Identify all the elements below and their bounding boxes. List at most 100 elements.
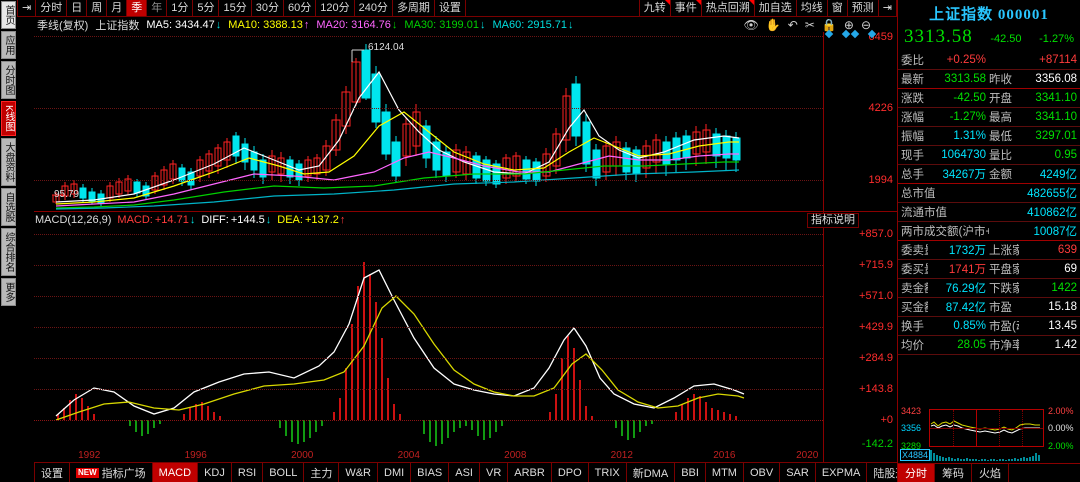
indicator-explain-button[interactable]: 指标说明 <box>807 213 859 228</box>
quote-last-price: 3313.58 <box>904 26 973 47</box>
indicator-new-dma[interactable]: 新DMA <box>627 463 676 482</box>
xtick-2020: 2020 <box>796 450 819 461</box>
index-name-label: 上证指数 <box>95 19 140 32</box>
indicator-asi[interactable]: ASI <box>449 463 480 482</box>
period-5min[interactable]: 5分 <box>193 0 220 16</box>
tab-chouma[interactable]: 筹码 <box>935 464 972 482</box>
period-120min[interactable]: 120分 <box>316 0 355 16</box>
xtick-1992: 1992 <box>78 450 101 461</box>
indicator-sar[interactable]: SAR <box>780 463 816 482</box>
quote-name: 上证指数 <box>929 7 994 23</box>
indicator-dmi[interactable]: DMI <box>378 463 412 482</box>
price-tick-4226: 4226 <box>868 102 893 114</box>
indicator-wr[interactable]: W&R <box>339 463 378 482</box>
ma10-label: MA10: <box>228 18 261 31</box>
indicator-bias[interactable]: BIAS <box>411 463 450 482</box>
sidebar-item-apps[interactable]: 应用 <box>1 31 16 59</box>
period-toolbar: ⇥ 分时 日 周 月 季 年 1分 5分 15分 30分 60分 120分 24… <box>17 0 897 17</box>
collapse-left-icon[interactable]: ⇥ <box>17 0 37 16</box>
period-settings[interactable]: 设置 <box>435 0 466 16</box>
period-240min[interactable]: 240分 <box>355 0 393 16</box>
indicator-mtm[interactable]: MTM <box>706 463 744 482</box>
new-badge: NEW <box>76 467 99 478</box>
dea-label: DEA: <box>277 214 303 226</box>
feature-moving-average[interactable]: 均线 <box>797 0 828 16</box>
feature-add-watchlist[interactable]: 加自选 <box>755 0 797 16</box>
row-value-weibi: +0.25% <box>928 51 989 70</box>
undo-icon[interactable]: ↶ <box>787 18 798 32</box>
collapse-right-icon[interactable]: ⇥ <box>879 0 897 16</box>
table-row: 总手 34267万 金额 4249亿 <box>898 164 1080 184</box>
indicator-settings[interactable]: 设置 <box>34 463 70 482</box>
feature-forecast[interactable]: 预测 <box>848 0 879 16</box>
row-value-prevclose: 3356.08 <box>1019 69 1080 89</box>
indicator-dpo[interactable]: DPO <box>552 463 589 482</box>
indicator-obv[interactable]: OBV <box>744 463 781 482</box>
indicator-bbi[interactable]: BBI <box>675 463 706 482</box>
zoom-in-icon[interactable]: ⊕ <box>843 18 854 32</box>
mini-intraday-chart[interactable]: 3423 3356 3289 2.00% 0.00% 2.00% <box>898 406 1080 463</box>
period-day[interactable]: 日 <box>67 0 88 16</box>
kline-svg <box>52 44 741 210</box>
tab-huoyan[interactable]: 火焰 <box>972 464 1009 482</box>
macd-svg <box>55 262 745 446</box>
eye-icon[interactable]: 👁 <box>743 18 759 32</box>
period-year[interactable]: 年 <box>147 0 168 16</box>
scissors-icon[interactable]: ✂ <box>804 18 815 32</box>
axis-divider <box>823 32 824 462</box>
lock-icon[interactable]: 🔒 <box>821 18 837 32</box>
table-row: 委买量 1741万 平盘家数 69 <box>898 259 1080 279</box>
mini-label-bottom: 3289 <box>901 441 922 451</box>
sidebar-item-more[interactable]: 更多 <box>1 277 16 306</box>
panel-divider <box>34 211 897 212</box>
tab-fenshi[interactable]: 分时 <box>898 464 935 482</box>
indicator-expma[interactable]: EXPMA <box>816 463 868 482</box>
indicator-rsi[interactable]: RSI <box>232 463 264 482</box>
row-label-sell-amount: 卖金额 <box>898 278 928 298</box>
row-value-weicha: +87114 <box>1019 51 1080 70</box>
sidebar-item-ranking[interactable]: 综合排名 <box>1 227 16 276</box>
mini-volume-svg <box>930 450 1040 461</box>
row-value-changepct: -1.27% <box>928 107 989 127</box>
period-60min[interactable]: 60分 <box>284 0 317 16</box>
feature-events[interactable]: 事件 <box>671 0 702 16</box>
feature-window[interactable]: 窗 <box>828 0 848 16</box>
period-1min[interactable]: 1分 <box>167 0 194 16</box>
row-label-unchanged: 平盘家数 <box>989 259 1019 279</box>
sidebar-item-timeshare[interactable]: 分时图 <box>1 61 16 99</box>
indicator-zhuli[interactable]: 主力 <box>304 463 340 482</box>
indicator-kdj[interactable]: KDJ <box>198 463 232 482</box>
period-week[interactable]: 周 <box>87 0 108 16</box>
period-15min[interactable]: 15分 <box>219 0 252 16</box>
indicator-macd[interactable]: MACD <box>152 463 199 482</box>
row-value-low: 3297.01 <box>1019 126 1080 146</box>
hand-icon[interactable]: ✋ <box>765 18 781 32</box>
indicator-boll[interactable]: BOLL <box>263 463 305 482</box>
macd-tick-6: +0 <box>880 414 893 426</box>
feature-hotspot-review[interactable]: 热点回溯 <box>702 0 755 16</box>
period-month[interactable]: 月 <box>107 0 128 16</box>
table-row: 涨跌 -42.50 开盘 3341.10 <box>898 88 1080 108</box>
period-multi[interactable]: 多周期 <box>393 0 435 16</box>
row-value-high: 3341.10 <box>1019 107 1080 127</box>
indicator-market[interactable]: NEW 指标广场 <box>70 463 153 482</box>
feature-jiuzhuan[interactable]: 九转 <box>638 0 671 16</box>
macd-chart[interactable] <box>34 228 823 450</box>
indicator-arbr[interactable]: ARBR <box>508 463 552 482</box>
indicator-vr[interactable]: VR <box>480 463 509 482</box>
zoom-out-icon[interactable]: ⊖ <box>860 18 871 32</box>
row-value-latest: 3313.58 <box>928 69 989 89</box>
sidebar-item-market-data[interactable]: 大盘资料 <box>1 137 16 186</box>
sidebar-item-watchlist[interactable]: 自选股 <box>1 187 16 226</box>
period-30min[interactable]: 30分 <box>252 0 284 16</box>
sidebar-item-home[interactable]: 首页 <box>1 1 16 29</box>
period-quarter[interactable]: 季 <box>127 0 148 16</box>
macd-arrow: ↓ <box>189 214 196 226</box>
sidebar-item-kline[interactable]: K线图 <box>1 101 16 136</box>
xtick-1996: 1996 <box>184 450 207 461</box>
period-fenshi[interactable]: 分时 <box>36 0 68 16</box>
kline-chart[interactable]: 6124.04 95.79 <box>34 32 823 212</box>
indicator-trix[interactable]: TRIX <box>589 463 627 482</box>
row-value-totalvol: 34267万 <box>928 164 989 184</box>
